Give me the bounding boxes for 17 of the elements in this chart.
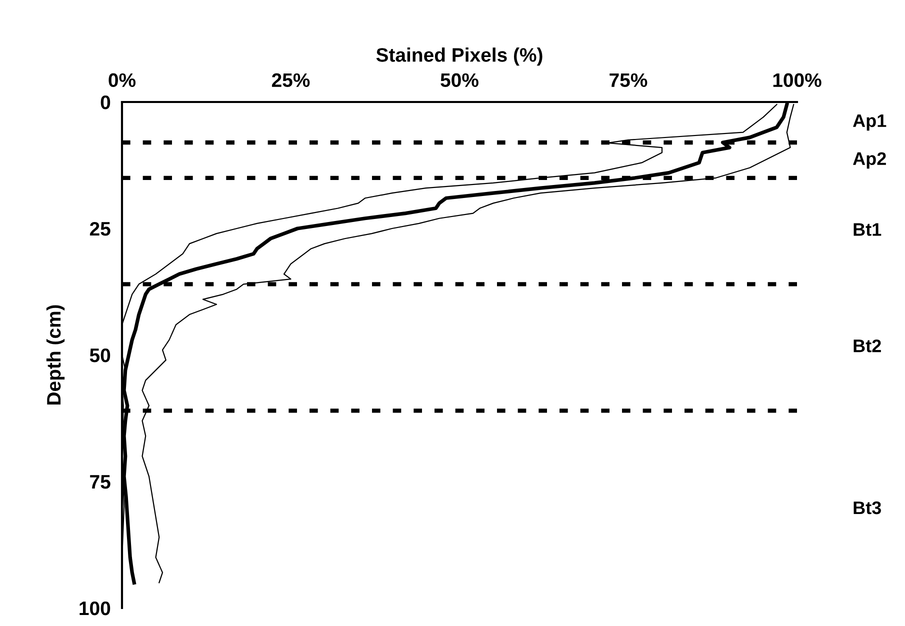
x-tick-label: 100%	[773, 73, 822, 88]
text: Ap2	[853, 152, 886, 169]
x-tick-label: 25%	[272, 73, 310, 88]
x-tick-label: 75%	[610, 73, 648, 88]
x-tick-label: 50%	[440, 73, 478, 88]
text: Bt1	[854, 223, 882, 236]
y-tick-label: 25	[90, 222, 110, 236]
y-tick-label: 75	[90, 475, 110, 489]
y-tick-label: 100	[80, 601, 110, 616]
x-axis-title: Stained Pixels (%)	[376, 48, 542, 66]
y-tick-label: 0	[100, 95, 110, 110]
text: Bt3	[854, 501, 881, 514]
x-tick-label: 0%	[108, 73, 136, 88]
y-axis-title: Depth (cm)	[46, 305, 65, 404]
text: Bt2	[854, 339, 881, 352]
text: Ap1	[853, 114, 886, 131]
y-tick-label: 50	[90, 348, 110, 362]
